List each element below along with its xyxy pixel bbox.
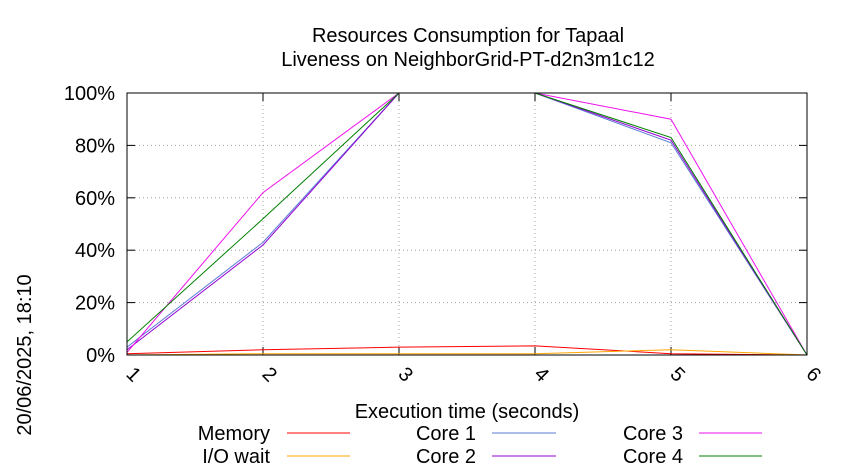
x-tick-label: 6 [802, 363, 825, 386]
x-tick-label: 2 [258, 363, 281, 386]
legend-label: Core 1 [416, 423, 476, 445]
grid-lines [126, 92, 808, 356]
y-tick-label: 20% [75, 293, 115, 315]
y-axis: 0% 20% 40% 60% 80% 100% [64, 83, 807, 367]
x-axis: 1 2 3 4 5 6 [122, 93, 825, 386]
series-line-i-o-wait [126, 349, 808, 356]
series-line-memory [126, 345, 808, 356]
x-axis-label: Execution time (seconds) [355, 401, 580, 423]
x-tick-label: 5 [666, 363, 689, 386]
series-line-core-1 [126, 92, 808, 356]
legend-label: Core 4 [623, 446, 683, 468]
legend-label: Core 3 [623, 423, 683, 445]
legend-label: Core 2 [416, 446, 476, 468]
chart-title: Resources Consumption for Tapaal [312, 25, 624, 47]
plot-border [126, 92, 808, 356]
y-tick-label: 60% [75, 188, 115, 210]
x-tick-label: 1 [122, 363, 145, 386]
legend-label: I/O wait [202, 446, 270, 468]
series-line-core-4 [126, 92, 808, 356]
side-date-label: 20/06/2025, 18:10 [14, 274, 36, 435]
series-line-core-3 [126, 92, 808, 356]
y-tick-label: 100% [64, 83, 115, 105]
y-tick-label: 80% [75, 135, 115, 157]
x-tick-label: 4 [530, 363, 553, 386]
legend-label: Memory [198, 423, 270, 445]
series-lines [126, 92, 808, 356]
y-tick-label: 40% [75, 240, 115, 262]
x-tick-label: 3 [394, 363, 417, 386]
series-line-core-2 [126, 92, 808, 356]
y-tick-label: 0% [86, 345, 115, 367]
chart-subtitle: Liveness on NeighborGrid-PT-d2n3m1c12 [281, 49, 655, 71]
